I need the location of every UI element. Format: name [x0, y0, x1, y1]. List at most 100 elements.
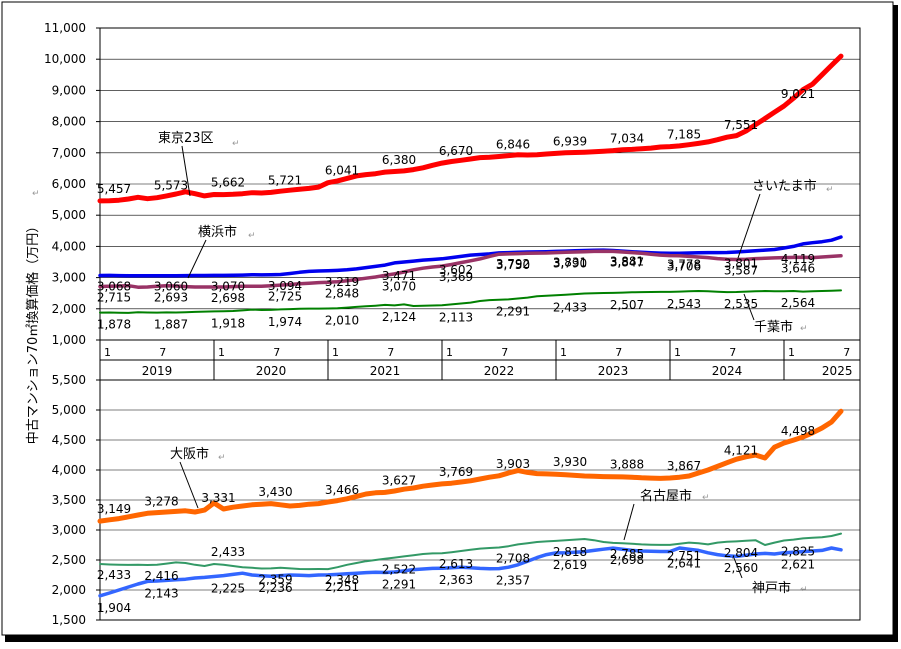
data-point-名古屋市	[213, 563, 215, 565]
data-point-名古屋市	[564, 539, 567, 541]
data-point-千葉市	[422, 305, 424, 307]
data-point-東京23区	[517, 154, 519, 156]
data-point-横浜市	[393, 273, 396, 275]
data-point-神戸市	[650, 550, 652, 552]
bottom-y-tick-label: 4,500	[52, 433, 86, 447]
data-point-大阪市	[612, 476, 614, 478]
data-point-さいたま市	[811, 242, 814, 244]
data-point-千葉市	[156, 312, 158, 314]
data-label-神戸市: 2,225	[211, 582, 245, 596]
data-point-千葉市	[317, 308, 320, 310]
data-label-神戸市: 2,363	[439, 573, 473, 587]
data-point-横浜市	[355, 278, 358, 281]
data-label-さいたま市: 3,778	[667, 257, 701, 271]
data-point-さいたま市	[678, 252, 681, 254]
month-label-jul: 7	[273, 346, 280, 359]
data-point-名古屋市	[745, 540, 747, 542]
data-point-神戸市	[602, 548, 605, 550]
month-label-jul: 7	[615, 346, 622, 359]
data-point-東京23区	[650, 147, 652, 149]
data-point-東京23区	[811, 83, 814, 85]
data-point-名古屋市	[488, 547, 491, 549]
data-point-千葉市	[488, 299, 491, 301]
data-point-名古屋市	[412, 554, 415, 556]
data-point-名古屋市	[232, 565, 234, 567]
data-point-大阪市	[308, 503, 310, 505]
annotation-saitama: さいたま市	[752, 178, 817, 194]
data-point-大阪市	[146, 512, 149, 514]
data-point-千葉市	[441, 304, 443, 306]
data-label-さいたま市: 3,471	[382, 269, 416, 283]
data-point-神戸市	[631, 549, 633, 552]
data-point-名古屋市	[346, 564, 348, 566]
data-label-大阪市: 3,867	[667, 459, 701, 473]
data-point-名古屋市	[650, 544, 652, 546]
data-point-千葉市	[745, 291, 747, 293]
data-point-千葉市	[631, 291, 633, 293]
data-point-横浜市	[726, 258, 728, 260]
data-point-東京23区	[441, 162, 443, 164]
data-label-名古屋市: 2,825	[781, 545, 815, 559]
data-point-大阪市	[488, 476, 491, 478]
data-point-千葉市	[336, 307, 339, 309]
data-point-名古屋市	[365, 560, 367, 562]
data-point-横浜市	[422, 267, 424, 269]
data-point-大阪市	[840, 410, 842, 412]
data-point-さいたま市	[830, 239, 833, 241]
data-point-神戸市	[517, 564, 519, 566]
data-point-横浜市	[716, 258, 719, 260]
data-point-東京23区	[213, 193, 215, 196]
data-label-神戸市: 2,641	[667, 557, 701, 571]
data-point-大阪市	[460, 481, 462, 483]
leader-nagoya	[623, 503, 635, 541]
data-point-神戸市	[764, 552, 766, 555]
data-point-千葉市	[821, 290, 823, 292]
data-point-大阪市	[127, 516, 130, 518]
data-point-千葉市	[811, 290, 814, 292]
data-label-横浜市: 3,847	[610, 255, 644, 269]
data-point-東京23区	[450, 160, 453, 163]
data-label-大阪市: 4,498	[781, 424, 815, 438]
data-point-さいたま市	[412, 260, 415, 262]
data-point-千葉市	[830, 290, 833, 292]
data-point-さいたま市	[488, 253, 491, 255]
data-point-東京23区	[260, 192, 263, 194]
data-point-東京23区	[479, 157, 481, 159]
data-point-千葉市	[327, 307, 329, 310]
data-point-東京23区	[678, 145, 681, 147]
data-point-千葉市	[640, 291, 643, 293]
data-point-千葉市	[450, 303, 453, 305]
data-label-千葉市: 2,113	[439, 310, 473, 324]
data-point-東京23区	[669, 146, 671, 148]
bottom-y-tick-label: 5,000	[52, 403, 86, 417]
data-label-神戸市: 1,904	[97, 601, 131, 615]
data-point-神戸市	[355, 572, 358, 574]
data-point-名古屋市	[593, 539, 595, 541]
data-point-神戸市	[213, 575, 215, 578]
data-point-千葉市	[213, 310, 215, 312]
data-point-さいたま市	[374, 265, 377, 267]
data-point-東京23区	[412, 169, 415, 171]
data-point-さいたま市	[298, 271, 301, 273]
data-point-東京23区	[365, 174, 367, 176]
data-point-名古屋市	[374, 559, 377, 561]
data-point-東京23区	[146, 198, 149, 200]
data-label-名古屋市: 2,433	[97, 568, 131, 582]
data-point-横浜市	[118, 285, 120, 287]
month-label-jul: 7	[843, 346, 850, 359]
data-label-神戸市: 2,621	[781, 558, 815, 572]
data-point-千葉市	[355, 306, 358, 308]
data-point-東京23区	[726, 136, 728, 138]
data-point-千葉市	[536, 295, 538, 297]
data-point-横浜市	[555, 252, 557, 254]
data-point-東京23区	[659, 146, 662, 148]
data-point-神戸市	[403, 570, 405, 572]
data-point-さいたま市	[479, 253, 481, 256]
data-point-大阪市	[203, 509, 206, 511]
data-point-千葉市	[697, 290, 700, 292]
data-label-大阪市: 3,466	[325, 483, 359, 497]
data-point-名古屋市	[678, 543, 681, 545]
data-label-東京23区: 6,041	[325, 164, 359, 178]
data-point-東京23区	[745, 130, 747, 132]
